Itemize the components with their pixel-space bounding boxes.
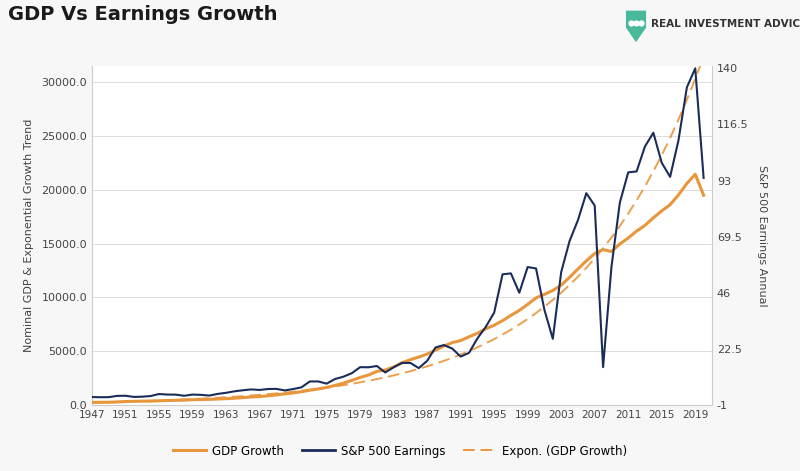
S&P 500 Earnings — [87, 394, 97, 400]
GDP Growth — [222, 396, 231, 401]
Expon. (GDP Growth) — [87, 399, 97, 405]
S&P 500 Earnings — [95, 394, 105, 400]
S&P 500 Earnings — [690, 65, 700, 71]
Expon. (GDP Growth) — [288, 389, 298, 395]
Text: REAL INVESTMENT ADVICE: REAL INVESTMENT ADVICE — [651, 18, 800, 29]
Expon. (GDP Growth) — [213, 395, 222, 400]
Expon. (GDP Growth) — [699, 54, 709, 59]
Line: S&P 500 Earnings: S&P 500 Earnings — [92, 68, 704, 397]
GDP Growth — [87, 399, 97, 405]
GDP Growth — [422, 351, 432, 357]
S&P 500 Earnings — [222, 390, 231, 396]
Expon. (GDP Growth) — [640, 184, 650, 189]
Line: GDP Growth: GDP Growth — [92, 174, 704, 402]
S&P 500 Earnings — [439, 342, 449, 348]
GDP Growth — [288, 390, 298, 396]
Line: Expon. (GDP Growth): Expon. (GDP Growth) — [92, 57, 704, 402]
S&P 500 Earnings — [230, 389, 239, 394]
Expon. (GDP Growth) — [222, 394, 231, 400]
GDP Growth — [213, 396, 222, 402]
GDP Growth — [699, 193, 709, 198]
S&P 500 Earnings — [649, 130, 658, 136]
Expon. (GDP Growth) — [430, 361, 440, 366]
Y-axis label: Nominal GDP & Exponential Growth Trend: Nominal GDP & Exponential Growth Trend — [25, 119, 34, 352]
GDP Growth — [430, 347, 440, 353]
Polygon shape — [626, 11, 646, 42]
S&P 500 Earnings — [430, 345, 440, 350]
S&P 500 Earnings — [297, 384, 306, 390]
Legend: GDP Growth, S&P 500 Earnings, Expon. (GDP Growth): GDP Growth, S&P 500 Earnings, Expon. (GD… — [168, 440, 632, 463]
GDP Growth — [640, 222, 650, 228]
GDP Growth — [690, 171, 700, 177]
Y-axis label: S&P 500 Earnings Annual: S&P 500 Earnings Annual — [757, 165, 767, 306]
Expon. (GDP Growth) — [422, 364, 432, 369]
S&P 500 Earnings — [699, 175, 709, 181]
Text: GDP Vs Earnings Growth: GDP Vs Earnings Growth — [8, 5, 278, 24]
